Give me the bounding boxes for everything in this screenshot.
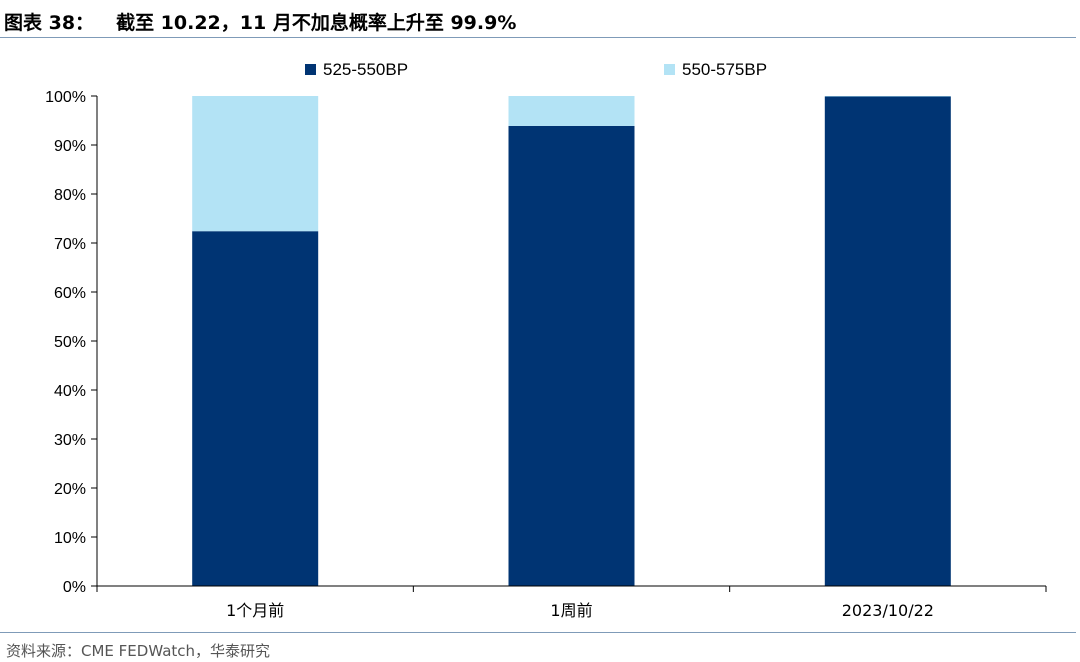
axes: 0% 10% 20% 30% 40% 50% 60% 70% 80% 90% 100% 1个月前 1周前… [45, 89, 1047, 620]
bar-550-575BP-3 [824, 96, 951, 97]
y-tick-label: 50% [54, 334, 86, 351]
x-tick-label: 1周前 [550, 601, 592, 620]
y-tick-label: 80% [54, 187, 86, 204]
bar-550-575BP-2 [508, 96, 635, 126]
x-tick-label: 2023/10/22 [842, 601, 934, 620]
legend-swatch-550-575BP [664, 64, 675, 75]
y-tick-label: 100% [45, 89, 86, 106]
y-tick-label: 10% [54, 530, 86, 547]
y-tick-label: 90% [54, 138, 86, 155]
stacked-bar-chart: 525-550BP 550-575BP 0% 10% 20% 30% 40% 50% 60% 7… [45, 60, 1047, 620]
title-text: 截至 10.22，11 月不加息概率上升至 99.9% [116, 12, 517, 34]
bar-525-550BP-1 [192, 231, 319, 586]
figure-label: 图表 38： [4, 12, 95, 34]
bar-550-575BP-1 [192, 96, 319, 232]
source-note: 资料来源：CME FEDWatch，华泰研究 [6, 642, 271, 660]
bars [192, 96, 951, 587]
y-tick-label: 40% [54, 383, 86, 400]
y-tick-label: 0% [63, 579, 86, 596]
legend-swatch-525-550BP [305, 64, 316, 75]
y-tick-label: 60% [54, 285, 86, 302]
bar-525-550BP-3 [824, 96, 951, 586]
x-tick-label: 1个月前 [226, 601, 284, 620]
y-tick-label: 20% [54, 481, 86, 498]
footer-divider [0, 632, 1076, 633]
title-divider [0, 37, 1076, 38]
y-tick-label: 30% [54, 432, 86, 449]
legend: 525-550BP 550-575BP [305, 60, 767, 79]
chart-title: 图表 38： 截至 10.22，11 月不加息概率上升至 99.9% [4, 8, 516, 35]
bar-525-550BP-2 [508, 125, 635, 587]
legend-label: 525-550BP [323, 60, 408, 79]
legend-label: 550-575BP [682, 60, 767, 79]
y-tick-label: 70% [54, 236, 86, 253]
